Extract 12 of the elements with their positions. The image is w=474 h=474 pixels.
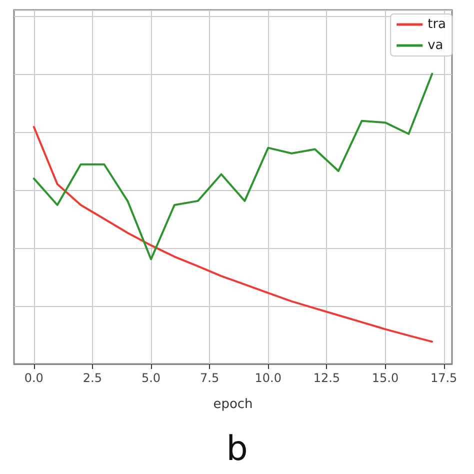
text: b [226, 429, 248, 469]
legend-label: tra [428, 17, 446, 32]
legend-label: va [428, 38, 444, 53]
x-tick-label: 10.0 [254, 371, 282, 385]
x-tick-label: 0.0 [24, 371, 44, 385]
x-tick-label: 17.5 [430, 371, 458, 385]
x-tick-label: 15.0 [372, 371, 399, 385]
x-tick-label: 7.5 [200, 371, 220, 385]
x-tick-label: 5.0 [141, 371, 161, 385]
x-axis-title: epoch [213, 397, 253, 412]
x-tick-label: 12.5 [313, 371, 340, 385]
x-tick-label: 2.5 [82, 371, 102, 385]
